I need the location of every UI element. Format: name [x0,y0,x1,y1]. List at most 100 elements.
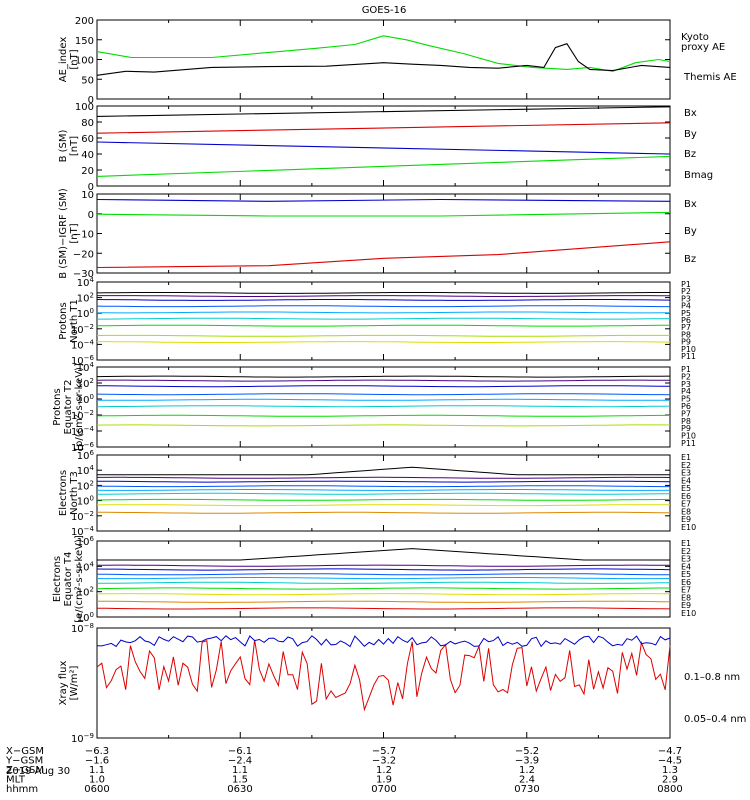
channel-line-e9 [97,511,671,514]
y-tick-label: 106 [77,535,95,548]
x-axis-value: 1.2 [519,765,535,776]
y-axis-label: B (SM)−IGRF (SM)[nT] [58,188,80,279]
channel-line-e4 [96,573,671,576]
legend-p9: P9 [681,424,691,433]
x-axis-value: −3.2 [372,756,396,767]
channel-line-p6 [97,317,671,320]
panel-frame [96,105,671,187]
legend-e4: E4 [681,476,691,485]
panel-frame [96,281,671,361]
legend-p9: P9 [681,338,691,347]
y-axis-label: Xray flux[W/m²] [58,661,80,706]
date-label: 2019 Aug 30 [6,766,70,777]
legend-bx: Bx [684,108,697,119]
x-axis-row-label: Z−GSM [6,765,44,776]
channel-line-e7 [96,498,671,501]
legend-p1: P1 [681,280,691,289]
channel-line-p5 [97,398,670,401]
y-tick-label: 100 [77,393,94,406]
xray-legend: 0.1–0.8 nm [684,672,740,683]
legend-p2: P2 [681,372,691,381]
channel-line-p8 [96,424,671,427]
y-tick-label: 10−6 [71,354,95,367]
channel-line-p7 [96,414,670,417]
panel-pnorth: 104 102 100 10−2 10−4 10−6 ProtonsNorth T1 P1P2… [58,276,696,367]
channel-line-p3 [96,299,671,301]
y-tick-label: 0 [88,95,94,106]
x-axis-value: 0700 [371,784,396,795]
y-axis-label: ElectronsEquator T4[e/(cm²-s-sr-keV)] [52,535,85,623]
series-line-bmag [96,106,671,117]
channel-line-p2 [96,379,671,382]
legend-p6: P6 [681,402,691,411]
y-tick-label: 100 [77,611,94,624]
channel-line-p2 [97,295,670,297]
plot-title: GOES-16 [362,5,407,16]
legend-e1: E1 [681,453,691,462]
x-axis-row-label: Y−GSM [5,756,43,767]
legend-bmag: Bmag [684,170,713,181]
y-tick-label: −20 [73,249,94,260]
y-axis-label: ProtonsNorth T1 [58,299,80,343]
channel-line-e6 [97,581,671,584]
channel-line-p7 [96,324,670,327]
x-axis-value: 1.0 [89,775,105,786]
y-tick-label: 104 [77,276,95,289]
y-tick-label: 10−8 [71,622,94,635]
panel-frame [96,19,671,100]
y-tick-label: 40 [81,150,94,161]
series-line-bz [96,241,671,269]
channel-line-e9 [96,600,671,603]
legend-p3: P3 [681,294,691,303]
legend-by: By [684,129,697,140]
xray-series-line [96,635,671,648]
y-tick-label: 104 [77,361,95,374]
channel-line-e8 [96,504,671,507]
legend-p5: P5 [681,309,691,318]
channel-line-e3 [97,480,671,483]
x-axis-value: 1.1 [89,765,105,776]
channel-line-e5 [96,489,671,491]
y-tick-label: 102 [77,377,94,390]
y-tick-label: 104 [77,560,95,573]
legend-bz: Bz [684,149,696,160]
channel-line-e10 [96,607,671,610]
y-tick-label: 80 [81,118,94,129]
series-line-by [96,155,671,177]
legend-e5: E5 [681,484,691,493]
legend-proxy-ae: proxy AE [681,42,725,53]
legend-e8: E8 [681,593,691,602]
x-axis-value: −5.7 [372,746,396,757]
x-axis-value: −4.7 [658,746,682,757]
legend-p8: P8 [681,417,691,426]
y-tick-label: 200 [75,16,94,27]
x-axis-value: 0730 [514,784,539,795]
legend-p3: P3 [681,380,691,389]
x-axis-value: 0600 [84,784,109,795]
channel-line-e6 [97,492,671,495]
y-tick-label: 10−4 [71,425,95,438]
x-axis-value: −4.5 [658,756,682,767]
y-tick-label: 102 [77,586,94,599]
y-tick-label: 10−6 [71,441,95,454]
y-tick-label: 10−2 [71,323,94,336]
x-axis-value: −6.3 [85,746,109,757]
series-line-kyoto [96,35,671,72]
y-tick-label: 106 [77,449,95,462]
legend-bx: Bx [684,199,697,210]
y-tick-label: 150 [75,36,94,47]
y-tick-label: 100 [75,56,94,67]
x-axis-value: 1.2 [376,765,392,776]
series-line-bz [96,122,671,134]
legend-e9: E9 [681,515,691,524]
y-tick-label: 10−2 [71,409,94,422]
x-axis-table: X−GSM −6.3 −6.1 −5.7 −5.2 −4.7 Y−GSM −1.6 −2.4 −3… [5,746,683,795]
legend-e7: E7 [681,500,691,509]
legend-e6: E6 [681,492,691,501]
channel-line-p9 [97,341,671,343]
legend-themis-ae: Themis AE [683,72,737,83]
x-axis-row-label: X−GSM [6,746,44,757]
xray-legend: 0.05–0.4 nm [684,714,746,725]
x-axis-value: 1.9 [376,775,392,786]
